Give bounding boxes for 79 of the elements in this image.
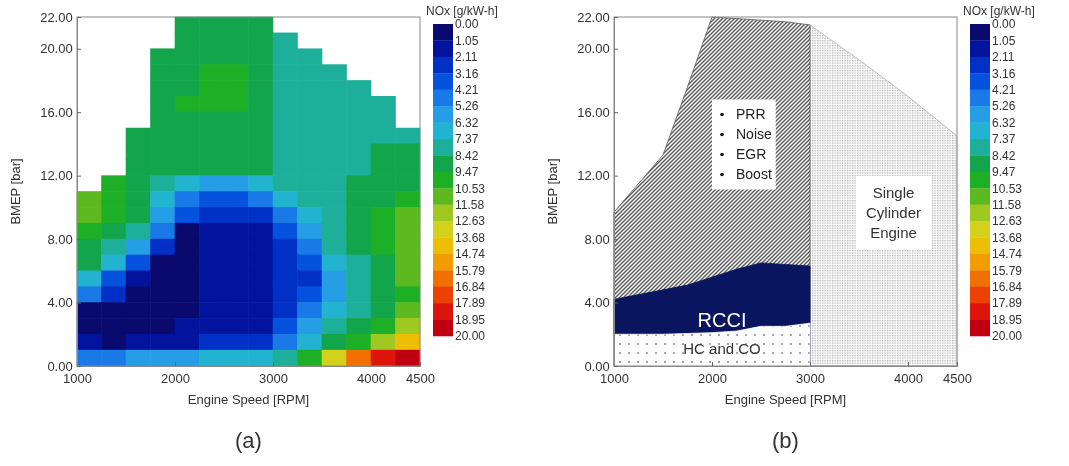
y-tick-label: 22.00	[577, 9, 610, 25]
color-bar-label: 3.16	[455, 66, 479, 81]
color-bar-label: 7.37	[992, 132, 1016, 147]
x-tick-label: 4500	[943, 371, 972, 387]
y-tick-label: 4.00	[47, 295, 73, 311]
color-bar-label: 6.32	[992, 115, 1016, 130]
color-bar-label: 12.63	[992, 214, 1023, 229]
x-axis-title: Engine Speed [RPM]	[187, 392, 310, 407]
color-bar-label: 3.16	[992, 66, 1016, 81]
color-bar-label: 5.26	[992, 99, 1016, 114]
x-tick-label: 3000	[796, 371, 825, 387]
y-tick-label: 0.00	[47, 358, 73, 374]
color-bar-label: 17.89	[455, 296, 486, 311]
y-tick-label: 0.00	[584, 358, 610, 374]
color-bar-label: 11.58	[992, 197, 1022, 212]
y-tick-label: 16.00	[40, 104, 73, 120]
color-bar-label: 8.42	[455, 148, 479, 163]
color-bar-label: 14.74	[455, 247, 486, 262]
color-bar-label: 16.84	[455, 280, 486, 295]
color-bar-label: 17.89	[992, 296, 1023, 311]
x-tick-label: 2000	[161, 371, 190, 387]
y-tick-label: 20.00	[40, 41, 73, 57]
color-bar-label: 14.74	[992, 247, 1023, 262]
color-bar-label: 5.26	[455, 99, 479, 114]
color-bar-label: 18.95	[455, 312, 486, 327]
series-label: RCCI	[697, 308, 747, 331]
color-bar-label: 9.47	[455, 165, 479, 180]
y-tick-label: 12.00	[40, 168, 73, 184]
color-bar-label: 0.00	[992, 17, 1016, 32]
series-label: Single Cylinder Engine	[865, 183, 922, 241]
color-bar-label: 2.11	[455, 50, 478, 65]
color-bar-label: 11.58	[455, 197, 485, 212]
series-label: HC and CO	[683, 340, 761, 358]
annotation: EGR	[736, 146, 767, 163]
y-axis-title: BMEP [bar]	[8, 158, 23, 225]
color-bar-label: 9.47	[992, 165, 1016, 180]
x-tick-label: 1000	[600, 371, 629, 387]
color-bar-label: 8.42	[992, 148, 1016, 163]
color-bar-label: 20.00	[455, 329, 486, 344]
color-bar-label: 13.68	[992, 230, 1023, 245]
y-tick-label: 12.00	[577, 168, 610, 184]
color-bar-label: 15.79	[992, 263, 1023, 278]
annotation: PRR	[736, 106, 766, 123]
color-bar-label: 6.32	[455, 115, 479, 130]
color-bar-label: 0.00	[455, 17, 479, 32]
y-tick-label: 22.00	[40, 9, 73, 25]
color-bar-label: 1.05	[992, 33, 1016, 48]
x-tick-label: 2000	[698, 371, 727, 387]
text: (b)	[772, 428, 799, 453]
color-bar-title: NOx [g/kW-h]	[426, 4, 498, 18]
color-bar-label: 2.11	[992, 50, 1015, 65]
x-tick-label: 3000	[259, 371, 288, 387]
color-bar-label: 10.53	[992, 181, 1023, 196]
text: (a)	[235, 428, 262, 453]
color-bar-label: 18.95	[992, 312, 1023, 327]
y-tick-label: 8.00	[584, 231, 610, 247]
y-tick-label: 20.00	[577, 41, 610, 57]
y-tick-label: 16.00	[577, 104, 610, 120]
x-tick-label: 4000	[357, 371, 386, 387]
x-tick-label: 4500	[406, 371, 435, 387]
y-tick-label: 8.00	[47, 231, 73, 247]
annotation: Noise	[736, 126, 773, 143]
color-bar-title: NOx [g/kW-h]	[963, 4, 1035, 18]
x-tick-label: 1000	[63, 371, 92, 387]
color-bar-label: 12.63	[455, 214, 486, 229]
color-bar-label: 1.05	[455, 33, 479, 48]
y-axis-title: BMEP [bar]	[545, 158, 560, 225]
color-bar-label: 15.79	[455, 263, 486, 278]
color-bar-label: 10.53	[455, 181, 486, 196]
x-axis-title: Engine Speed [RPM]	[724, 392, 847, 407]
annotation: Boost	[736, 166, 772, 183]
y-tick-label: 4.00	[584, 295, 610, 311]
color-bar-label: 20.00	[992, 329, 1023, 344]
color-bar-label: 16.84	[992, 280, 1023, 295]
x-tick-label: 4000	[894, 371, 923, 387]
color-bar-label: 13.68	[455, 230, 486, 245]
color-bar-label: 7.37	[455, 132, 479, 147]
color-bar-label: 4.21	[992, 83, 1016, 98]
color-bar-label: 4.21	[455, 83, 479, 98]
